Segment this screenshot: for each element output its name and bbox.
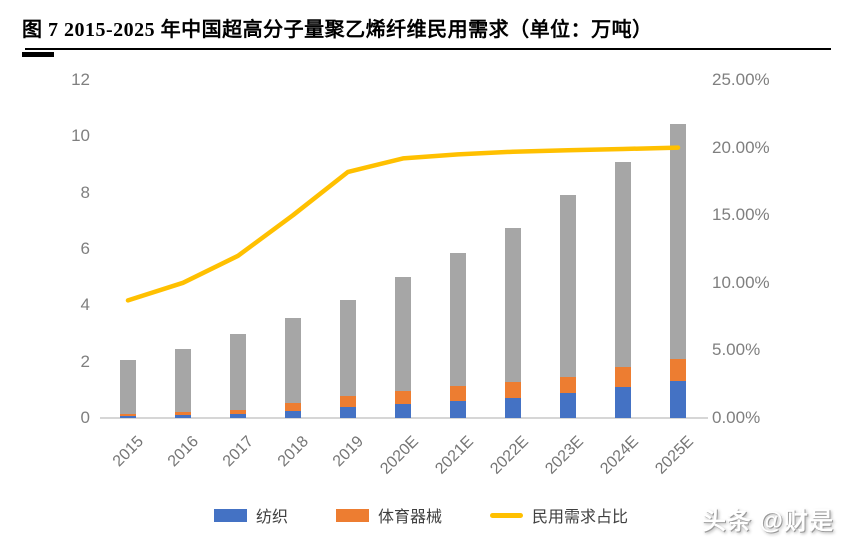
bar-segment-gray bbox=[285, 318, 301, 403]
bar-segment-gray bbox=[395, 277, 411, 392]
right-axis-tick-label: 20.00% bbox=[712, 137, 770, 157]
legend-label: 纺织 bbox=[255, 509, 288, 526]
x-axis-tick-label: 2016 bbox=[164, 433, 203, 471]
legend-line-marker bbox=[490, 512, 523, 518]
bar-segment-gray bbox=[340, 299, 356, 397]
legend-label: 体育器械 bbox=[377, 509, 442, 526]
bar-segment-gray bbox=[175, 348, 191, 413]
x-axis-tick-label: 2020E bbox=[377, 433, 423, 478]
bar-segment-gray bbox=[230, 333, 246, 411]
left-axis-tick-label: 10 bbox=[71, 126, 90, 146]
x-axis-line bbox=[100, 417, 708, 419]
bar-segment-体育器械 bbox=[450, 386, 466, 402]
x-axis-tick-label: 2025E bbox=[652, 433, 698, 478]
legend-item-体育器械: 体育器械 bbox=[335, 503, 442, 527]
bar-segment-体育器械 bbox=[670, 359, 686, 382]
x-axis-tick-label: 2018 bbox=[274, 433, 313, 471]
bar-segment-体育器械 bbox=[560, 377, 576, 393]
x-axis-tick-label: 2022E bbox=[487, 433, 533, 478]
bar-segment-纺织 bbox=[450, 401, 466, 418]
bar-segment-gray bbox=[670, 123, 686, 360]
right-axis-tick-label: 0.00% bbox=[712, 408, 761, 427]
bar-segment-gray bbox=[120, 360, 136, 415]
bar-segment-体育器械 bbox=[505, 382, 521, 399]
bar-segment-纺织 bbox=[505, 398, 521, 418]
x-axis-tick-label: 2023E bbox=[542, 433, 588, 478]
left-axis-tick-label: 4 bbox=[80, 295, 90, 315]
x-axis-tick-label: 2019 bbox=[329, 433, 368, 471]
legend-label: 民用需求占比 bbox=[532, 509, 629, 526]
left-axis-tick-label: 8 bbox=[80, 182, 90, 202]
bar-segment-gray bbox=[560, 195, 576, 378]
bar-segment-gray bbox=[450, 253, 466, 387]
legend-item-民用需求占比: 民用需求占比 bbox=[490, 503, 628, 527]
bar-segment-纺织 bbox=[340, 406, 356, 418]
figure-title: 图 7 2015-2025 年中国超高分子量聚乙烯纤维民用需求（单位：万吨） bbox=[22, 19, 653, 41]
bar-segment-体育器械 bbox=[395, 391, 411, 404]
legend-rect-marker bbox=[213, 508, 247, 522]
bar-segment-纺织 bbox=[285, 410, 301, 418]
bar-segment-纺织 bbox=[175, 415, 191, 418]
bar-segment-gray bbox=[615, 161, 631, 368]
left-axis-tick-label: 2 bbox=[80, 351, 90, 371]
bar-segment-纺织 bbox=[670, 381, 686, 418]
bar-segment-体育器械 bbox=[175, 412, 191, 416]
right-axis-tick-label: 10.00% bbox=[712, 272, 770, 292]
bar-segment-纺织 bbox=[560, 392, 576, 418]
right-axis-tick-label: 25.00% bbox=[712, 70, 770, 89]
x-axis-tick-label: 2021E bbox=[432, 433, 478, 478]
bar-segment-纺织 bbox=[395, 403, 411, 418]
watermark-logo: 头条 @财是 bbox=[701, 508, 834, 535]
left-axis-tick-label: 6 bbox=[80, 239, 90, 258]
x-axis-tick-label: 2017 bbox=[219, 433, 258, 471]
left-axis-tick-label: 12 bbox=[71, 70, 90, 89]
left-axis-tick-label: 0 bbox=[80, 408, 90, 427]
right-axis-tick-label: 5.00% bbox=[712, 340, 761, 360]
legend-rect-marker bbox=[335, 508, 369, 522]
bar-segment-体育器械 bbox=[615, 367, 631, 387]
bar-segment-体育器械 bbox=[340, 396, 356, 407]
x-axis-tick-label: 2015 bbox=[109, 433, 148, 471]
bar-segment-纺织 bbox=[615, 387, 631, 418]
legend-item-纺织: 纺织 bbox=[213, 503, 288, 527]
right-axis-tick-label: 15.00% bbox=[712, 205, 770, 225]
bar-segment-体育器械 bbox=[120, 414, 136, 417]
bar-segment-gray bbox=[505, 227, 521, 383]
bar-segment-体育器械 bbox=[285, 402, 301, 411]
bar-segment-纺织 bbox=[120, 416, 136, 418]
title-underline-accent bbox=[22, 52, 54, 57]
bar-segment-体育器械 bbox=[230, 410, 246, 414]
title-underline bbox=[25, 48, 831, 50]
x-axis-tick-label: 2024E bbox=[597, 433, 643, 478]
bar-segment-纺织 bbox=[230, 413, 246, 418]
legend: 纺织 体育器械 民用需求占比 bbox=[0, 503, 842, 527]
